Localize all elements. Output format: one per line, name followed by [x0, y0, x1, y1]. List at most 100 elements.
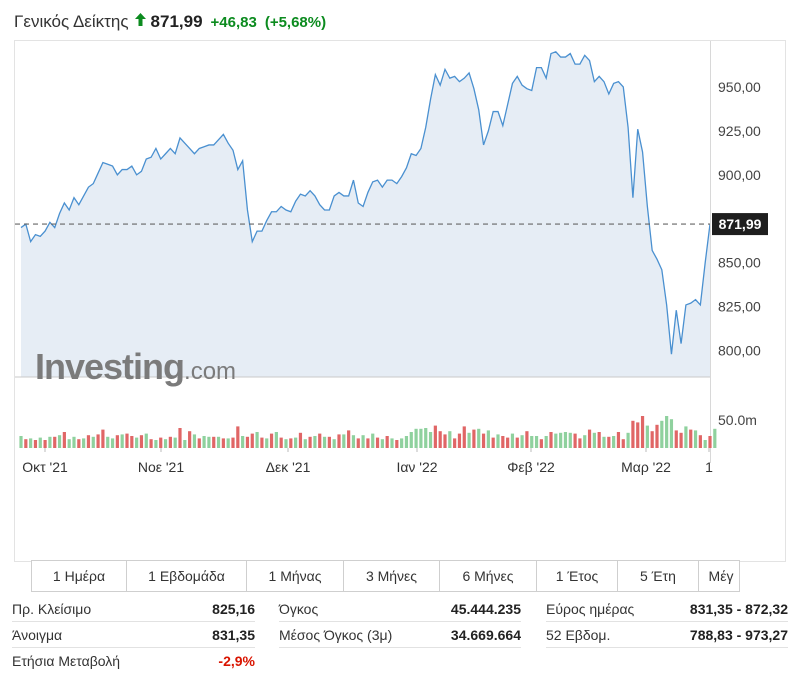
- stat-value: 34.669.664: [450, 627, 521, 643]
- volume-bar: [265, 438, 269, 448]
- arrow-up-icon: [134, 13, 146, 31]
- volume-bar: [684, 426, 688, 448]
- volume-bar: [91, 436, 95, 448]
- volume-bar: [24, 439, 28, 448]
- volume-bar: [125, 433, 129, 448]
- range-3-months-button[interactable]: 3 Μήνες: [344, 561, 440, 591]
- volume-bar: [414, 428, 418, 448]
- range-1-month-button[interactable]: 1 Μήνας: [247, 561, 344, 591]
- volume-bar: [255, 432, 259, 448]
- range-max-button[interactable]: Μέγ: [708, 568, 734, 584]
- volume-bar: [163, 439, 168, 448]
- volume-bar: [578, 438, 582, 448]
- volume-bar: [491, 437, 495, 448]
- volume-bar: [462, 426, 466, 448]
- volume-bar: [62, 432, 66, 448]
- volume-bar: [693, 430, 698, 448]
- divider: [12, 621, 255, 622]
- volume-bar: [67, 439, 71, 448]
- volume-bar: [173, 437, 177, 448]
- volume-bar: [616, 432, 621, 448]
- volume-bar: [337, 434, 341, 448]
- range-1-day-button[interactable]: 1 Ημέρα: [32, 561, 127, 591]
- volume-bar: [708, 436, 712, 448]
- range-1-year-button[interactable]: 1 Έτος: [537, 561, 618, 591]
- stat-yearly-change: Ετήσια Μεταβολή -2,9%: [12, 649, 255, 673]
- chart-container: 800,00 825,00 850,00 900,00 925,00 950,00 871,…: [14, 40, 786, 592]
- volume-bar: [361, 435, 365, 448]
- volume-bar: [375, 437, 380, 448]
- divider: [546, 647, 788, 648]
- last-value-badge: [712, 213, 768, 236]
- volume-bar: [207, 436, 211, 448]
- volume-bar: [433, 425, 437, 448]
- volume-bar: [573, 433, 577, 448]
- volume-bar: [607, 436, 611, 448]
- volume-bar: [188, 431, 192, 448]
- volume-bar: [269, 433, 274, 448]
- volume-bar: [496, 434, 500, 448]
- index-name: Γενικός Δείκτης: [14, 12, 129, 31]
- volume-bar: [636, 422, 640, 448]
- logo-suffix: .com: [184, 358, 236, 385]
- stat-label: Ετήσια Μεταβολή: [12, 653, 121, 669]
- volume-bar: [400, 438, 404, 448]
- stat-label: Πρ. Κλείσιμο: [12, 601, 92, 617]
- stat-label: Άνοιγμα: [12, 627, 63, 643]
- price-area: [21, 51, 710, 377]
- x-tick-label: Οκτ '21: [22, 459, 68, 475]
- volume-bar: [29, 438, 33, 448]
- volume-bar: [19, 436, 23, 448]
- volume-bar: [260, 437, 264, 448]
- volume-bar: [279, 437, 283, 448]
- volume-bar: [665, 416, 669, 448]
- price-line: [20, 51, 711, 355]
- y-tick-label: 850,00: [718, 255, 761, 271]
- volume-bar: [226, 438, 230, 448]
- volume-bar: [303, 439, 307, 448]
- stat-avg-volume-3m: Μέσος Όγκος (3μ) 34.669.664: [279, 623, 521, 647]
- y-tick-label: 925,00: [718, 123, 761, 139]
- volume-bar: [347, 430, 351, 448]
- volume-bar: [366, 438, 370, 448]
- price-chart[interactable]: 800,00 825,00 850,00 900,00 925,00 950,00 871,…: [15, 41, 785, 561]
- volume-bar: [216, 436, 221, 448]
- volume-bar: [640, 416, 645, 448]
- volume-bar: [453, 438, 457, 448]
- volume-bar: [395, 440, 399, 448]
- volume-bar: [428, 432, 433, 448]
- volume-bar: [612, 436, 616, 448]
- volume-bar: [515, 437, 519, 448]
- volume-bar: [327, 436, 331, 448]
- volume-bar: [289, 438, 293, 448]
- volume-bar: [534, 436, 539, 448]
- price-change: +46,83: [210, 13, 257, 31]
- volume-bar: [544, 436, 548, 448]
- investing-logo: Investing.com: [35, 346, 236, 387]
- volume-bar: [110, 438, 115, 448]
- range-5-years-button[interactable]: 5 Έτη: [618, 561, 699, 591]
- stat-value: 831,35: [212, 627, 255, 643]
- volume-bar: [77, 439, 81, 448]
- volume-bar: [202, 436, 206, 448]
- range-6-months-button[interactable]: 6 Μήνες: [440, 561, 537, 591]
- volume-bar: [139, 435, 144, 448]
- volume-bar: [501, 436, 505, 448]
- volume-bar: [197, 438, 201, 448]
- stat-52-week-range: 52 Εβδομ. 788,83 - 973,27: [546, 623, 788, 647]
- x-tick-label: Νοε '21: [138, 459, 184, 475]
- divider: [279, 647, 521, 648]
- range-1-week-button[interactable]: 1 Εβδομάδα: [127, 561, 247, 591]
- quote-header: Γενικός Δείκτης 871,99 +46,83 (+5,68%): [14, 8, 326, 36]
- volume-bar: [679, 432, 683, 448]
- volume-bar: [183, 440, 187, 448]
- volume-bar: [583, 435, 587, 448]
- volume-bar: [318, 433, 322, 448]
- volume-bar: [597, 432, 601, 448]
- stat-value: -2,9%: [218, 653, 255, 669]
- last-value-label: 871,99: [719, 216, 762, 232]
- stat-label: 52 Εβδομ.: [546, 627, 611, 643]
- volume-bar: [713, 428, 717, 448]
- volume-bar: [448, 431, 452, 448]
- volume-bar: [322, 436, 327, 448]
